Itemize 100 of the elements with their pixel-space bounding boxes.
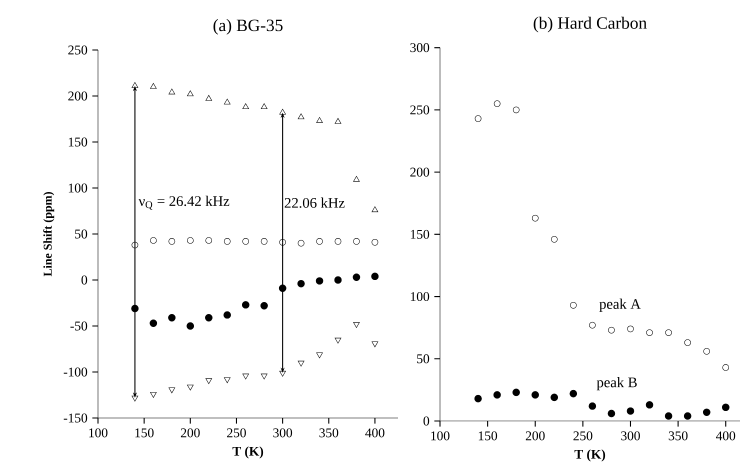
point xyxy=(608,326,615,334)
point xyxy=(132,396,138,402)
x-tick-label: 350 xyxy=(319,428,338,438)
y-tick-label: 250 xyxy=(68,46,88,54)
x-tick-label: 100 xyxy=(431,431,450,440)
point xyxy=(260,302,268,310)
y-tick-label: 50 xyxy=(75,230,88,238)
point xyxy=(150,237,157,244)
point xyxy=(646,401,654,409)
point xyxy=(242,238,250,245)
x-tick-label: 300 xyxy=(621,431,640,440)
point xyxy=(512,106,520,114)
point xyxy=(132,82,138,88)
x-tick-label: 100 xyxy=(89,428,108,438)
x-tick-label: 150 xyxy=(135,428,154,438)
point xyxy=(722,404,730,412)
point xyxy=(168,88,176,94)
point xyxy=(242,374,249,380)
point xyxy=(316,352,323,358)
x-tick-label: 250 xyxy=(227,428,246,438)
point xyxy=(684,412,692,420)
y-tick-label: -100 xyxy=(64,368,88,376)
point xyxy=(703,348,710,355)
point xyxy=(570,302,577,309)
point xyxy=(608,410,616,418)
point xyxy=(224,311,231,319)
point xyxy=(205,314,212,322)
point xyxy=(186,237,194,244)
point xyxy=(353,322,360,328)
point xyxy=(646,329,653,336)
x-tick-label: 350 xyxy=(668,431,688,440)
point xyxy=(150,83,157,89)
point xyxy=(187,90,194,96)
point xyxy=(206,378,212,384)
point xyxy=(298,360,304,367)
y-tick-label: -50 xyxy=(70,322,88,330)
x-tick-label: 400 xyxy=(716,431,736,440)
point xyxy=(224,238,231,245)
point xyxy=(260,103,268,110)
y-tick-label: 100 xyxy=(410,292,430,302)
point xyxy=(371,272,379,280)
point xyxy=(224,98,230,104)
annotation: peak A xyxy=(599,298,641,312)
point xyxy=(150,392,157,398)
point xyxy=(334,276,342,284)
point xyxy=(627,326,634,332)
point xyxy=(132,242,138,248)
point xyxy=(297,280,305,288)
point xyxy=(334,238,342,245)
point xyxy=(279,108,286,115)
point xyxy=(298,113,304,120)
point xyxy=(588,402,596,410)
point xyxy=(353,238,360,245)
point xyxy=(168,387,176,394)
point xyxy=(168,238,176,245)
point xyxy=(334,338,342,344)
y-tick-label: 300 xyxy=(410,43,430,52)
y-tick-label: 100 xyxy=(68,184,88,192)
point xyxy=(702,408,710,416)
point xyxy=(494,100,500,107)
point xyxy=(279,238,286,246)
x-tick-label: 250 xyxy=(573,431,592,440)
point xyxy=(372,341,378,348)
point xyxy=(353,176,360,182)
x-tick-label: 200 xyxy=(180,428,200,438)
x-axis-title: T (K) xyxy=(232,446,264,458)
point xyxy=(260,238,268,245)
point xyxy=(206,95,212,101)
y-tick-label: 250 xyxy=(410,105,430,114)
x-axis-title: T (K) xyxy=(574,449,606,462)
y-tick-label: 200 xyxy=(410,168,430,177)
y-tick-label: 50 xyxy=(417,354,430,364)
point xyxy=(279,370,286,377)
point xyxy=(532,391,539,399)
chart-title: (b) Hard Carbon xyxy=(534,16,647,32)
point xyxy=(589,322,596,328)
point xyxy=(242,103,249,110)
x-tick-label: 400 xyxy=(365,428,384,438)
point xyxy=(372,206,378,212)
point xyxy=(512,388,520,396)
x-tick-label: 200 xyxy=(526,431,545,440)
y-tick-label: 150 xyxy=(410,230,430,239)
point xyxy=(186,322,194,330)
point xyxy=(150,320,158,327)
point xyxy=(474,115,482,122)
point xyxy=(316,238,323,245)
point xyxy=(316,277,324,285)
point xyxy=(205,237,212,244)
y-tick-label: -150 xyxy=(64,414,88,422)
point xyxy=(372,238,378,246)
point xyxy=(242,301,250,309)
point xyxy=(493,391,501,399)
point xyxy=(626,407,634,415)
point xyxy=(665,329,672,336)
y-axis-title: Line Shift (ppm) xyxy=(43,192,54,276)
point xyxy=(352,274,360,281)
chart-title: (a) BG-35 xyxy=(214,19,283,35)
y-tick-label: 0 xyxy=(81,276,88,284)
point xyxy=(224,377,230,384)
annotation: peak B xyxy=(596,377,637,390)
